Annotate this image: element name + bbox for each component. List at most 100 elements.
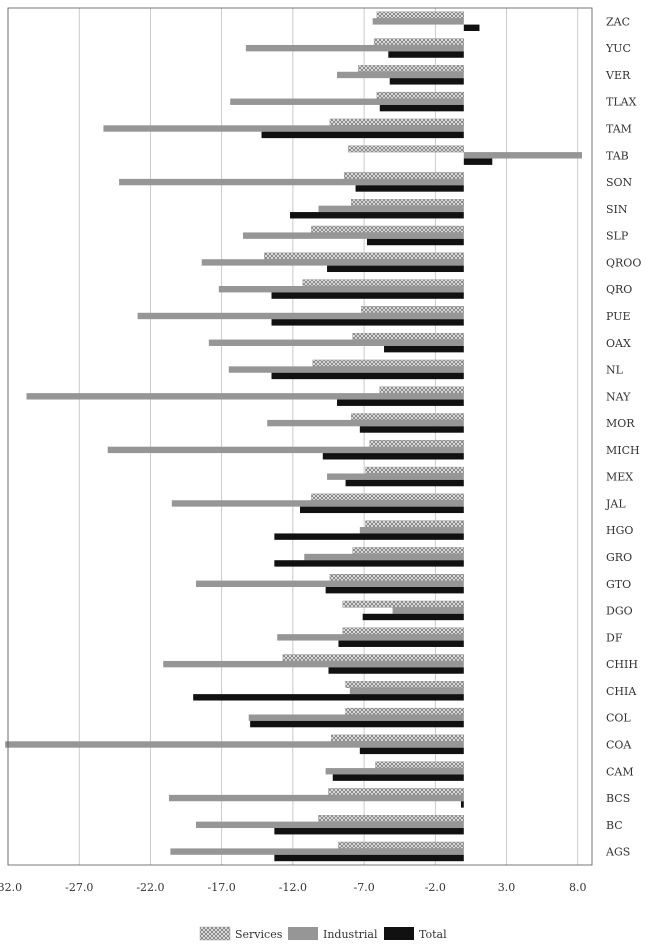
bar-total-chia bbox=[193, 694, 464, 701]
category-label: BC bbox=[606, 819, 623, 832]
bar-industrial-chia bbox=[349, 687, 464, 695]
bar-services-mex bbox=[365, 466, 465, 474]
x-tick-label: -17.0 bbox=[208, 881, 236, 894]
legend-label-industrial: Industrial bbox=[323, 928, 378, 941]
category-label: SON bbox=[606, 176, 633, 189]
category-label: NL bbox=[606, 364, 624, 377]
bar-total-jal bbox=[300, 506, 464, 514]
bar-industrial-chih bbox=[163, 660, 464, 668]
category-label: OAX bbox=[606, 337, 631, 350]
category-label: CHIH bbox=[606, 658, 638, 671]
category-labels: ZAC YUC VER TLAX TAM TAB SON SIN SLP QROO QRO PUE OA… bbox=[605, 15, 641, 858]
bar-industrial-pue bbox=[137, 312, 464, 320]
bar-total-coa bbox=[359, 747, 464, 755]
legend-swatch-total bbox=[384, 927, 414, 940]
bar-total-pue bbox=[271, 319, 464, 326]
bars bbox=[5, 11, 583, 862]
bar-industrial-dgo bbox=[392, 607, 464, 614]
bar-services-qro bbox=[302, 279, 465, 287]
bar-industrial-ver bbox=[337, 71, 464, 79]
bar-industrial-mex bbox=[327, 473, 464, 480]
x-tick-label: -12.0 bbox=[279, 881, 307, 894]
bar-industrial-gro bbox=[304, 553, 464, 561]
bar-industrial-coa bbox=[5, 741, 464, 748]
bar-industrial-zac bbox=[372, 18, 464, 25]
bar-industrial-jal bbox=[171, 500, 464, 507]
category-label: TAM bbox=[606, 123, 632, 136]
bar-total-yuc bbox=[388, 51, 464, 58]
plot-frame bbox=[7, 7, 593, 866]
x-tick-label: -2.0 bbox=[425, 881, 446, 894]
bar-services-ver bbox=[358, 65, 465, 72]
category-label: YUC bbox=[605, 42, 631, 55]
legend-swatch-services bbox=[199, 926, 231, 941]
bar-services-yuc bbox=[373, 38, 465, 46]
bar-industrial-gto bbox=[196, 580, 464, 587]
bar-industrial-hgo bbox=[359, 527, 464, 534]
bar-services-tam bbox=[329, 118, 465, 126]
category-label: ZAC bbox=[606, 15, 630, 28]
bar-total-df bbox=[338, 640, 464, 647]
bar-total-dgo bbox=[362, 613, 464, 621]
bar-total-mor bbox=[359, 426, 464, 433]
bar-services-coa bbox=[331, 734, 465, 742]
category-label: TAB bbox=[606, 149, 629, 162]
category-label: MEX bbox=[606, 471, 633, 484]
bar-total-tam bbox=[261, 131, 464, 139]
bar-industrial-tlax bbox=[230, 98, 464, 105]
bar-services-gto bbox=[329, 573, 465, 581]
category-label: NAY bbox=[606, 390, 631, 403]
legend-label-services: Services bbox=[235, 928, 283, 941]
bar-services-jal bbox=[311, 493, 465, 501]
category-label: QRO bbox=[606, 283, 632, 296]
bar-industrial-sin bbox=[318, 205, 464, 213]
bar-total-qro bbox=[271, 292, 464, 299]
bar-total-bc bbox=[274, 828, 464, 835]
category-label: PUE bbox=[606, 310, 631, 323]
bar-services-son bbox=[343, 172, 465, 180]
bar-services-slp bbox=[311, 225, 465, 233]
bar-services-dgo bbox=[342, 600, 465, 608]
bar-services-chih bbox=[282, 654, 465, 662]
bar-industrial-tam bbox=[103, 125, 464, 132]
bar-services-df bbox=[342, 627, 465, 635]
bar-services-cam bbox=[375, 761, 465, 769]
bar-industrial-son bbox=[119, 178, 464, 186]
bar-services-mich bbox=[369, 440, 465, 447]
x-tick-label: -32.0 bbox=[0, 881, 22, 894]
bar-industrial-col bbox=[248, 714, 464, 721]
bar-industrial-mich bbox=[107, 446, 464, 454]
bar-services-tab bbox=[348, 145, 465, 153]
category-label: DF bbox=[606, 631, 623, 644]
category-label: GRO bbox=[606, 551, 632, 564]
bar-services-oax bbox=[352, 332, 465, 340]
bar-services-hgo bbox=[365, 520, 465, 528]
bar-services-zac bbox=[376, 11, 465, 19]
bar-services-tlax bbox=[376, 91, 465, 99]
bar-services-sin bbox=[351, 199, 465, 206]
bar-industrial-oax bbox=[208, 339, 464, 346]
category-label: GTO bbox=[606, 578, 631, 591]
bar-industrial-nl bbox=[228, 366, 464, 373]
legend: Services Industrial Total bbox=[199, 926, 447, 941]
category-label: TLAX bbox=[606, 96, 637, 109]
bar-services-bc bbox=[318, 815, 465, 822]
category-label: COA bbox=[606, 738, 632, 751]
bar-services-ags bbox=[338, 841, 465, 849]
bar-industrial-slp bbox=[243, 232, 464, 239]
bar-total-col bbox=[250, 720, 464, 728]
bar-services-bcs bbox=[328, 788, 465, 796]
bar-total-qroo bbox=[327, 265, 464, 273]
category-label: SLP bbox=[606, 230, 629, 243]
category-label: SIN bbox=[606, 203, 628, 216]
bar-services-nl bbox=[312, 359, 465, 367]
category-label: CHIA bbox=[606, 685, 637, 698]
bar-services-pue bbox=[361, 306, 465, 313]
category-label: JAL bbox=[605, 497, 626, 510]
bar-industrial-ags bbox=[170, 848, 464, 855]
bar-total-cam bbox=[332, 774, 464, 781]
category-label: AGS bbox=[605, 846, 630, 859]
bar-total-mex bbox=[345, 479, 464, 487]
bar-industrial-qroo bbox=[201, 259, 464, 266]
